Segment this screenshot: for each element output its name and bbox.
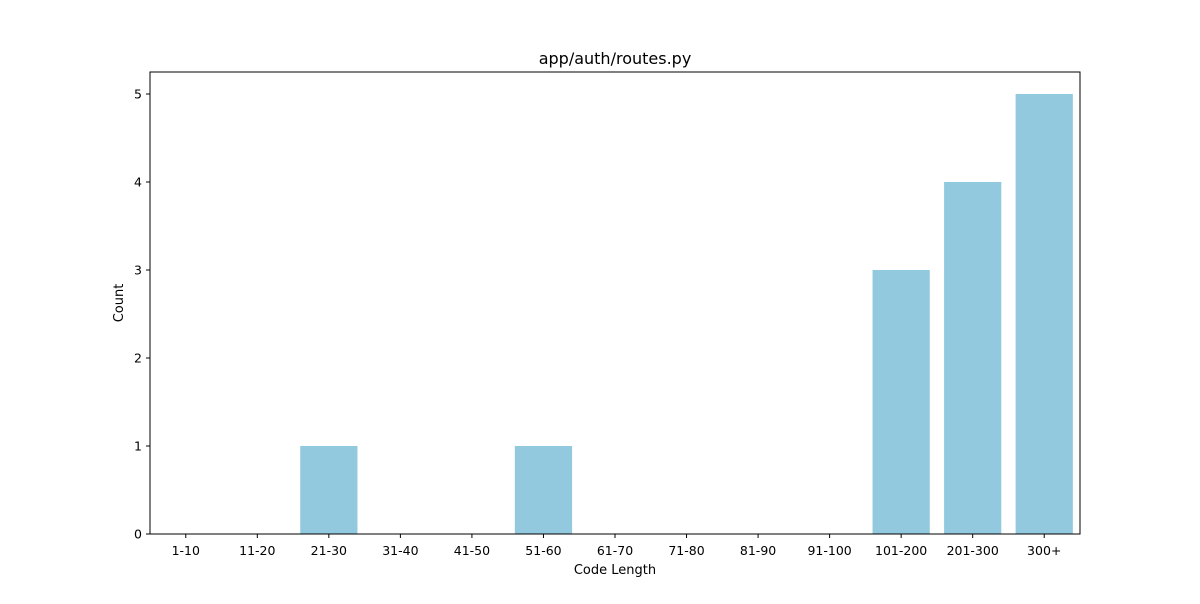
x-tick-label: 61-70 <box>597 543 633 558</box>
y-tick-label: 0 <box>134 527 142 542</box>
y-tick-label: 1 <box>134 439 142 454</box>
bar-300+ <box>1015 94 1073 534</box>
x-tick-label: 91-100 <box>807 543 851 558</box>
y-tick-label: 2 <box>134 351 142 366</box>
x-tick-label: 81-90 <box>740 543 776 558</box>
chart-title: app/auth/routes.py <box>539 49 692 68</box>
x-axis-label: Code Length <box>574 563 656 578</box>
bar-51-60 <box>514 446 573 534</box>
y-axis-ticks: 0 1 2 3 4 5 <box>134 87 150 542</box>
x-tick-label: 21-30 <box>311 543 347 558</box>
bar-201-300 <box>944 182 1002 534</box>
x-tick-label: 201-300 <box>947 543 999 558</box>
y-axis-label: Count <box>112 284 127 323</box>
y-tick-label: 5 <box>134 87 142 102</box>
x-tick-label: 300+ <box>1027 543 1061 558</box>
x-tick-label: 41-50 <box>454 543 490 558</box>
x-tick-label: 101-200 <box>875 543 927 558</box>
bar-101-200 <box>872 270 930 534</box>
x-axis-ticks: 1-10 11-20 21-30 31-40 41-50 51-60 61-70 71-80 8… <box>172 534 1061 558</box>
x-tick-label: 71-80 <box>668 543 704 558</box>
bar-21-30 <box>300 446 358 534</box>
x-tick-label: 11-20 <box>239 543 275 558</box>
x-tick-label: 31-40 <box>382 543 418 558</box>
x-tick-label: 1-10 <box>172 543 200 558</box>
bars-group <box>300 94 1073 534</box>
y-tick-label: 4 <box>134 175 142 190</box>
plot-frame <box>149 71 1081 535</box>
y-tick-label: 3 <box>134 263 142 278</box>
x-tick-label: 51-60 <box>525 543 561 558</box>
